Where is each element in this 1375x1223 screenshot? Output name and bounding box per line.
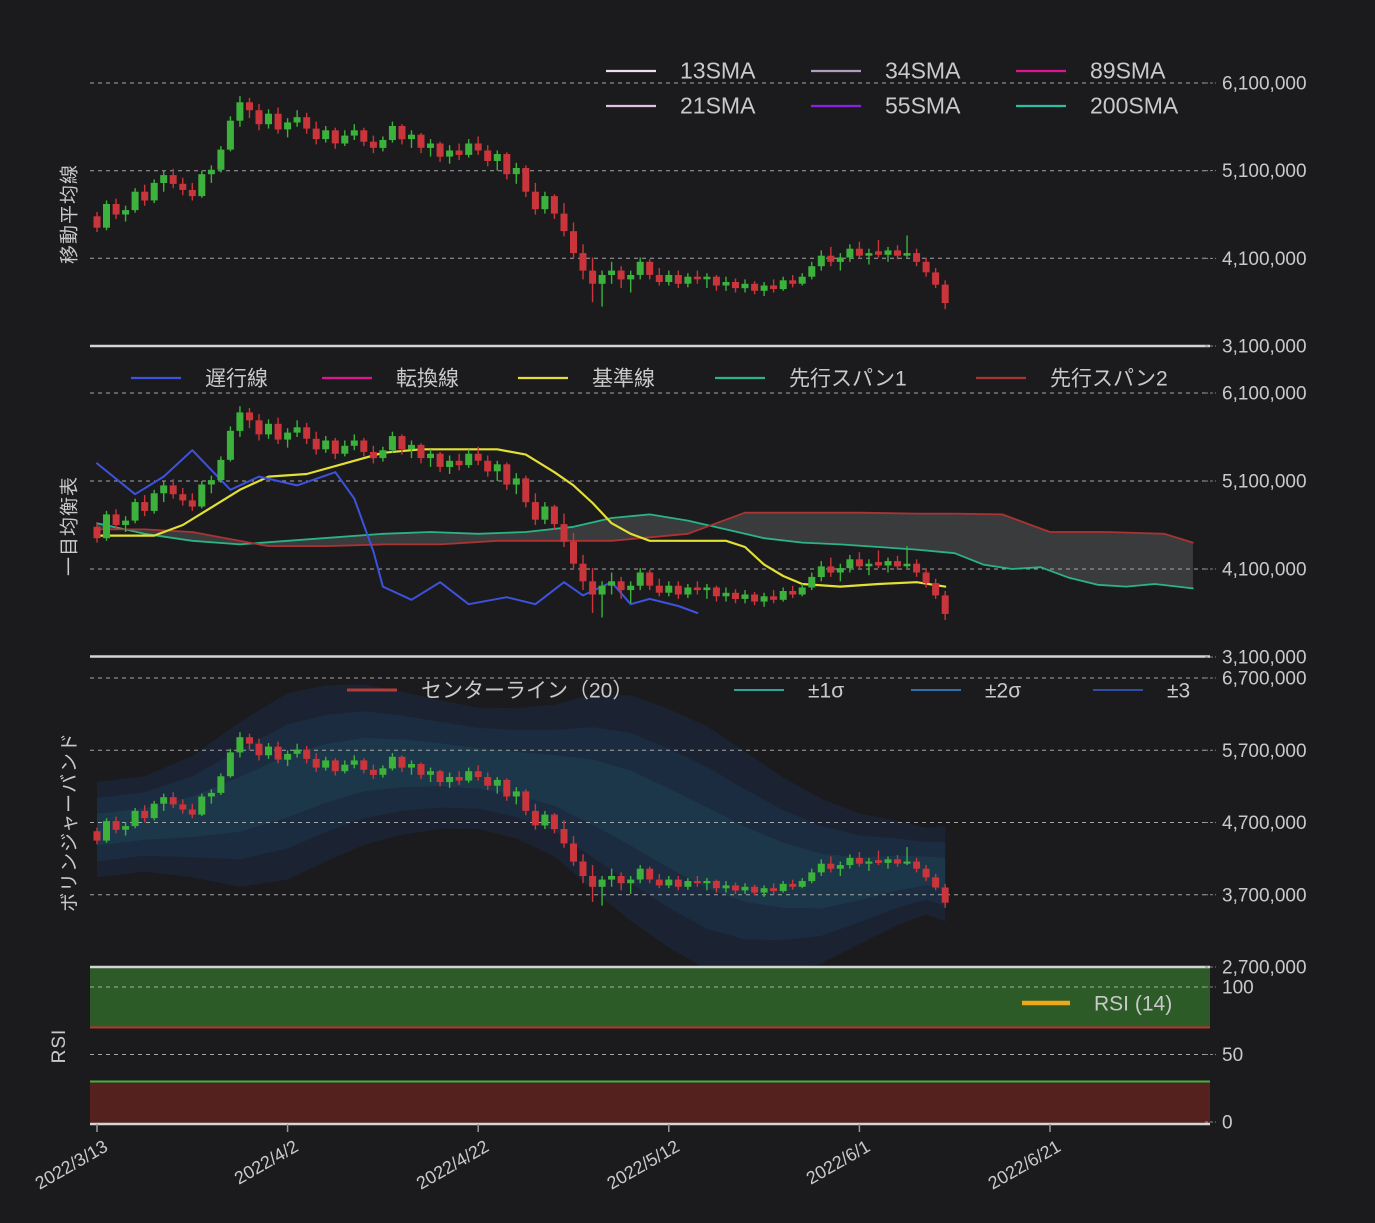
legend-label: 21SMA bbox=[680, 93, 756, 119]
legend-label: センターライン（20） bbox=[421, 680, 633, 703]
legend-label: 200SMA bbox=[1090, 93, 1179, 119]
legend-label: 遅行線 bbox=[205, 368, 268, 391]
legend-label: 先行スパン2 bbox=[1050, 368, 1168, 391]
legend-label: RSI (14) bbox=[1094, 993, 1172, 1016]
y-tick-label: 6,100,000 bbox=[1222, 384, 1307, 405]
panel-title-rsi: RSI bbox=[49, 1028, 70, 1064]
y-tick-label: 5,100,000 bbox=[1222, 161, 1307, 182]
x-tick-label: 2022/6/1 bbox=[803, 1136, 874, 1188]
panel-title-moving-average: 移動平均線 bbox=[59, 163, 81, 265]
candles-sma-panel bbox=[93, 96, 949, 310]
y-tick-label: 2,700,000 bbox=[1222, 958, 1307, 979]
y-tick-label: 3,100,000 bbox=[1222, 648, 1307, 669]
legend-label: 89SMA bbox=[1090, 58, 1166, 84]
y-tick-label: 0 bbox=[1222, 1113, 1233, 1134]
legend-label: ±1σ bbox=[808, 680, 844, 703]
legend-rsi: RSI (14) bbox=[1022, 993, 1172, 1016]
candles-bollinger-panel bbox=[93, 732, 949, 908]
y-tick-label: 3,700,000 bbox=[1222, 885, 1307, 906]
legend-label: 13SMA bbox=[680, 58, 756, 84]
legend-label: 基準線 bbox=[592, 368, 655, 391]
x-tick-label: 2022/6/21 bbox=[985, 1136, 1064, 1193]
legend-label: 先行スパン1 bbox=[789, 368, 907, 391]
x-axis: 2022/3/13 2022/4/2 2022/4/22 2022/5/12 2022/… bbox=[32, 1124, 1064, 1194]
y-tick-label: 5,100,000 bbox=[1222, 472, 1307, 493]
y-tick-label: 4,700,000 bbox=[1222, 813, 1307, 834]
y-tick-label: 6,700,000 bbox=[1222, 669, 1307, 690]
y-tick-label: 6,100,000 bbox=[1222, 74, 1307, 95]
x-tick-label: 2022/4/2 bbox=[231, 1136, 302, 1188]
legend-ichimoku: 遅行線 転換線 基準線 先行スパン1 先行スパン2 bbox=[131, 368, 1168, 391]
legend-label: ±2σ bbox=[985, 680, 1021, 703]
panel-separators bbox=[90, 344, 1210, 1126]
bollinger-bands bbox=[97, 684, 946, 968]
legend-label: ±3 bbox=[1167, 680, 1190, 703]
y-tick-label: 4,100,000 bbox=[1222, 560, 1307, 581]
panel-title-ichimoku: 一目均衡表 bbox=[59, 475, 81, 577]
panel-title-bollinger: ボリンジャーバンド bbox=[59, 732, 81, 912]
legend-label: 転換線 bbox=[396, 368, 459, 391]
y-tick-label: 100 bbox=[1222, 978, 1254, 999]
y-axis-labels: 6,100,000 5,100,000 4,100,000 3,100,000 6,10… bbox=[1205, 74, 1307, 1134]
y-tick-label: 3,100,000 bbox=[1222, 337, 1307, 358]
legend-label: 34SMA bbox=[885, 58, 961, 84]
x-tick-label: 2022/4/22 bbox=[413, 1136, 492, 1193]
x-tick-label: 2022/3/13 bbox=[32, 1136, 111, 1193]
candles-ichimoku-panel bbox=[93, 406, 949, 620]
y-tick-label: 5,700,000 bbox=[1222, 741, 1307, 762]
legend-sma: 13SMA 34SMA 89SMA 21SMA 55SMA 200SMA bbox=[606, 58, 1179, 119]
legend-label: 55SMA bbox=[885, 93, 961, 119]
y-tick-label: 4,100,000 bbox=[1222, 249, 1307, 270]
ichimoku-cloud bbox=[97, 512, 1193, 589]
x-tick-label: 2022/5/12 bbox=[603, 1136, 682, 1193]
y-tick-label: 50 bbox=[1222, 1045, 1243, 1066]
rsi-bands bbox=[90, 967, 1210, 1124]
legend-bollinger: センターライン（20） ±1σ ±2σ ±3 bbox=[347, 680, 1190, 703]
